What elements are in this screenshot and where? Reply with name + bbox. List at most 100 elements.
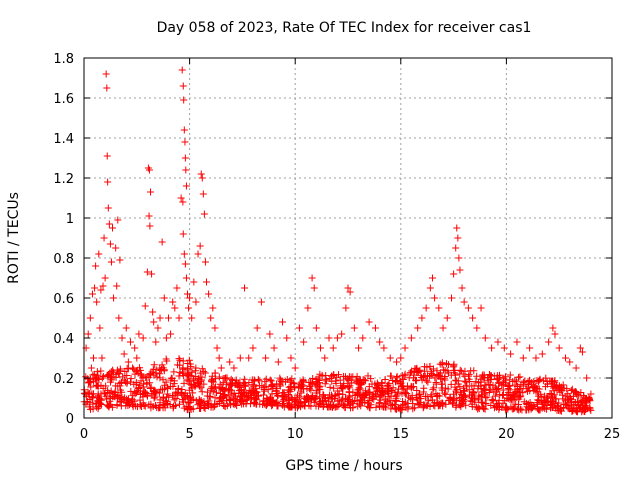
baseline-point <box>224 391 232 399</box>
baseline-point <box>197 384 205 392</box>
baseline-point <box>392 377 400 385</box>
baseline-point <box>418 376 426 384</box>
y-tick-label: 1.6 <box>53 92 74 107</box>
data-point <box>86 314 94 322</box>
baseline-point <box>198 376 206 384</box>
data-point <box>175 314 183 322</box>
data-point <box>147 188 155 196</box>
data-point <box>104 178 112 186</box>
data-point <box>262 354 270 362</box>
baseline-point <box>560 384 568 392</box>
data-point <box>359 334 367 342</box>
baseline-point <box>176 361 184 369</box>
data-point <box>98 354 106 362</box>
baseline-point <box>536 375 544 383</box>
baseline-point <box>559 391 567 399</box>
baseline-point <box>446 395 454 403</box>
baseline-point <box>102 395 110 403</box>
baseline-point <box>216 380 224 388</box>
data-point <box>245 354 253 362</box>
baseline-point <box>367 375 375 383</box>
baseline-point <box>146 371 154 379</box>
baseline-point <box>99 373 107 381</box>
baseline-point <box>447 371 455 379</box>
data-point <box>222 374 230 382</box>
data-point <box>365 318 373 326</box>
baseline-point <box>279 399 287 407</box>
baseline-point <box>222 385 230 393</box>
baseline-point <box>481 394 489 402</box>
data-point <box>152 338 160 346</box>
data-point <box>386 354 394 362</box>
baseline-point <box>510 393 518 401</box>
baseline-point <box>519 389 527 397</box>
data-point <box>435 304 443 312</box>
data-point <box>481 334 489 342</box>
baseline-point <box>401 372 409 380</box>
data-point <box>422 304 430 312</box>
baseline-point <box>175 400 183 408</box>
baseline-point <box>87 383 95 391</box>
baseline-point <box>424 397 432 405</box>
baseline-point <box>131 370 139 378</box>
baseline-point <box>428 396 436 404</box>
baseline-point <box>190 377 198 385</box>
data-point <box>209 304 217 312</box>
baseline-point <box>587 406 595 414</box>
baseline-point <box>288 378 296 386</box>
baseline-point <box>276 374 284 382</box>
baseline-point <box>483 393 491 401</box>
data-point <box>428 274 436 282</box>
data-point <box>578 348 586 356</box>
baseline-point <box>309 375 317 383</box>
baseline-point <box>132 380 140 388</box>
baseline-point <box>572 388 580 396</box>
baseline-point <box>454 380 462 388</box>
baseline-point <box>262 401 270 409</box>
baseline-point <box>524 400 532 408</box>
data-point <box>376 338 384 346</box>
data-point <box>93 298 101 306</box>
baseline-point <box>296 393 304 401</box>
data-point <box>106 240 114 248</box>
data-point <box>104 204 112 212</box>
y-tick-label: 0.8 <box>53 252 74 267</box>
baseline-point <box>345 373 353 381</box>
baseline-point <box>107 387 115 395</box>
y-tick-label: 1.4 <box>53 132 74 147</box>
data-point <box>287 354 295 362</box>
baseline-point <box>215 399 223 407</box>
baseline-point <box>528 379 536 387</box>
baseline-point <box>192 364 200 372</box>
baseline-point <box>277 377 285 385</box>
baseline-point <box>169 404 177 412</box>
data-point <box>150 318 158 326</box>
baseline-point <box>281 392 289 400</box>
data-point <box>139 334 147 342</box>
baseline-point <box>368 395 376 403</box>
baseline-point <box>586 397 594 405</box>
baseline-point <box>186 380 194 388</box>
baseline-point <box>307 386 315 394</box>
baseline-point <box>485 370 493 378</box>
baseline-point <box>321 394 329 402</box>
baseline-point <box>175 355 183 363</box>
baseline-point <box>338 384 346 392</box>
data-point <box>201 258 209 266</box>
baseline-point <box>495 379 503 387</box>
data-point <box>90 354 98 362</box>
baseline-point <box>546 389 554 397</box>
baseline-point <box>272 399 280 407</box>
baseline-point <box>106 376 114 384</box>
baseline-point <box>189 405 197 413</box>
baseline-point <box>371 380 379 388</box>
baseline-point <box>135 384 143 392</box>
baseline-point <box>343 397 351 405</box>
data-point <box>407 334 415 342</box>
baseline-point <box>179 357 187 365</box>
baseline-point <box>127 387 135 395</box>
baseline-point <box>267 398 275 406</box>
baseline-point <box>433 392 441 400</box>
baseline-point <box>131 390 139 398</box>
baseline-point <box>273 385 281 393</box>
